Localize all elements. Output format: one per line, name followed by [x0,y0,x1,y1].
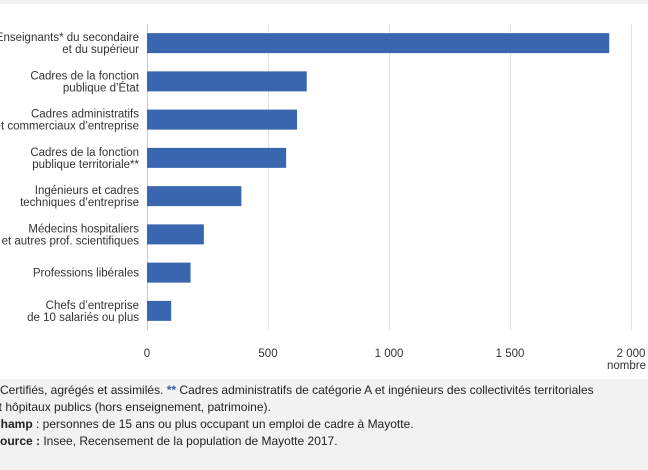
bar[interactable] [147,186,242,207]
champ-label: Champ [0,417,33,431]
source-note: Source : Insee, Recensement de la popula… [0,433,640,450]
source-label: Source : [0,434,41,448]
bar[interactable] [147,71,307,92]
footnote-line-1: * Certifiés, agrégés et assimilés. ** Ca… [0,382,640,399]
x-tick-label: 1 000 [375,348,404,360]
x-tick-label: 500 [258,348,277,360]
champ-note: Champ : personnes de 15 ans ou plus occu… [0,416,640,433]
x-tick-label: 2 000 [617,348,646,360]
chart-panel: Enseignants* du secondaire et du supérieu… [0,4,648,379]
category-label: Cadres administratifs et commerciaux d’en… [0,109,139,133]
footnote-teachers: * Certifiés, agrégés et assimilés. [0,383,167,397]
bar[interactable] [147,109,298,130]
category-label: Enseignants* du secondaire et du supérieu… [0,32,139,56]
bar[interactable] [147,147,287,168]
bar[interactable] [147,300,172,321]
bar-chart: Enseignants* du secondaire et du supérieu… [0,24,646,372]
x-axis-unit-label: nombre [607,360,646,372]
source-text: Insee, Recensement de la population de M… [40,434,338,448]
bar[interactable] [147,224,204,245]
champ-text: : personnes de 15 ans ou plus occupant u… [32,417,414,431]
category-label: Professions libérales [33,268,139,280]
footnote-stars: ** [166,383,177,397]
bar[interactable] [147,262,191,283]
category-label: Cadres de la fonction publique d’État [30,70,139,94]
x-tick-label: 1 500 [496,348,525,360]
footnote-territorial: Cadres administratifs de catégorie A et … [176,383,594,397]
category-label: Ingénieurs et cadres techniques d’entrepr… [20,185,139,209]
chart-notes: * Certifiés, agrégés et assimilés. ** Ca… [0,382,648,450]
x-tick-label: 0 [144,348,150,360]
bar[interactable] [147,33,610,54]
footnote-line-2: et hôpitaux publics (hors enseignement, … [0,400,271,414]
category-label: Cadres de la fonction publique territoria… [30,147,139,171]
category-label: Médecins hospitaliers et autres prof. sci… [2,223,140,247]
category-label: Chefs d’entreprise de 10 salariés ou plus [27,300,139,324]
